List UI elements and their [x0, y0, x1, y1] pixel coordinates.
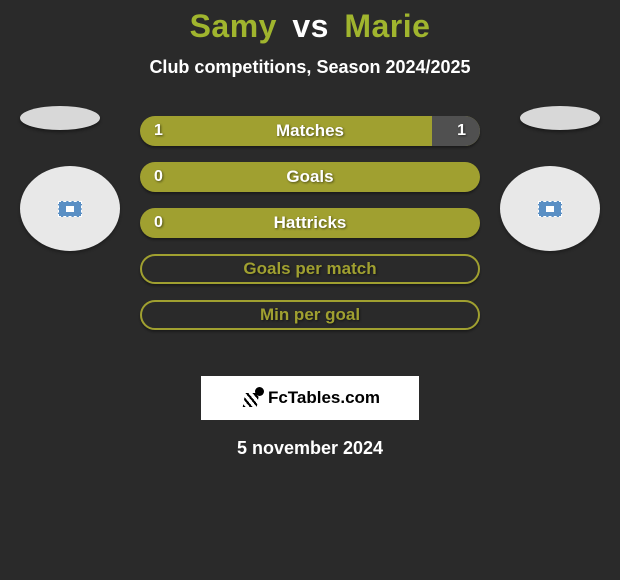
- page-title: Samy vs Marie: [0, 0, 620, 45]
- player1-avatar-ellipse: [20, 106, 100, 130]
- stat-row: Min per goal: [140, 300, 480, 330]
- stat-label: Min per goal: [260, 305, 360, 325]
- player2-club-badge: [500, 166, 600, 251]
- badge-circle: [500, 166, 600, 251]
- stat-label: Goals per match: [243, 259, 376, 279]
- stat-label: Goals: [286, 167, 333, 187]
- stat-row: 0 Goals: [140, 162, 480, 192]
- stat-right-value: 1: [457, 122, 466, 140]
- player2-name: Marie: [344, 8, 430, 44]
- placeholder-flag-icon: [538, 201, 562, 217]
- stat-left-value: 0: [154, 168, 163, 186]
- stat-row: 0 Hattricks: [140, 208, 480, 238]
- placeholder-flag-icon: [58, 201, 82, 217]
- stat-label: Hattricks: [274, 213, 347, 233]
- fctables-logo-icon: [240, 389, 264, 407]
- subtitle: Club competitions, Season 2024/2025: [0, 57, 620, 78]
- comparison-panel: 1 Matches 1 0 Goals 0 Hattricks Goals per match…: [0, 116, 620, 376]
- stat-left-value: 1: [154, 122, 163, 140]
- fctables-logo-text: FcTables.com: [268, 388, 380, 408]
- player1-name: Samy: [190, 8, 277, 44]
- player1-avatar-slot: [20, 106, 100, 130]
- vs-text: vs: [292, 8, 329, 44]
- stat-left-value: 0: [154, 214, 163, 232]
- badge-circle: [20, 166, 120, 251]
- stat-label: Matches: [276, 121, 344, 141]
- stat-row: 1 Matches 1: [140, 116, 480, 146]
- player2-avatar-ellipse: [520, 106, 600, 130]
- stat-rows: 1 Matches 1 0 Goals 0 Hattricks Goals per match…: [140, 116, 480, 346]
- fctables-logo[interactable]: FcTables.com: [201, 376, 419, 420]
- stat-row: Goals per match: [140, 254, 480, 284]
- player1-club-badge: [20, 166, 120, 251]
- date-text: 5 november 2024: [0, 438, 620, 459]
- player2-avatar-slot: [520, 106, 600, 130]
